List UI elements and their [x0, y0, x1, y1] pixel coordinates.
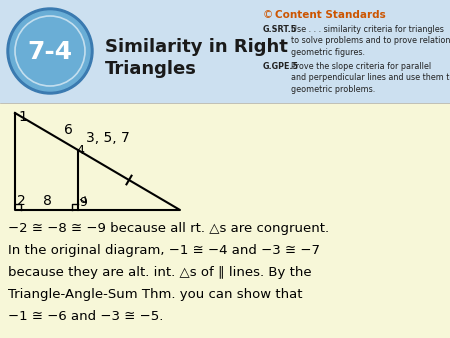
Bar: [0, 103, 450, 338]
Text: G.SRT.5: G.SRT.5: [263, 25, 297, 34]
Text: 7-4: 7-4: [27, 40, 72, 64]
Text: 8: 8: [42, 194, 51, 208]
Text: −2 ≅ −8 ≅ −9 because all rt. △s are congruent.: −2 ≅ −8 ≅ −9 because all rt. △s are cong…: [8, 222, 329, 235]
Text: In the original diagram, −1 ≅ −4 and −3 ≅ −7: In the original diagram, −1 ≅ −4 and −3 …: [8, 244, 320, 257]
Text: 1: 1: [18, 110, 27, 124]
Text: −1 ≅ −6 and −3 ≅ −5.: −1 ≅ −6 and −3 ≅ −5.: [8, 310, 163, 323]
Text: Similarity in Right: Similarity in Right: [105, 38, 288, 56]
Text: Triangles: Triangles: [105, 60, 197, 78]
Text: ©: ©: [263, 10, 273, 20]
Text: 9: 9: [79, 196, 87, 209]
Circle shape: [7, 8, 93, 94]
Text: 6: 6: [64, 122, 73, 137]
Text: 3, 5, 7: 3, 5, 7: [86, 130, 130, 145]
Bar: [0, 0, 450, 103]
Text: G.GPE.5: G.GPE.5: [263, 62, 299, 71]
Text: Content Standards: Content Standards: [275, 10, 386, 20]
Text: Use . . . similarity criteria for triangles
to solve problems and to prove relat: Use . . . similarity criteria for triang…: [291, 25, 450, 57]
Text: because they are alt. int. △s of ∥ lines. By the: because they are alt. int. △s of ∥ lines…: [8, 266, 311, 279]
Text: Triangle-Angle-Sum Thm. you can show that: Triangle-Angle-Sum Thm. you can show tha…: [8, 288, 302, 301]
Text: Prove the slope criteria for parallel
and perpendicular lines and use them to so: Prove the slope criteria for parallel an…: [291, 62, 450, 94]
Text: 2: 2: [17, 194, 26, 208]
Text: 4: 4: [76, 144, 84, 157]
Circle shape: [10, 11, 90, 91]
